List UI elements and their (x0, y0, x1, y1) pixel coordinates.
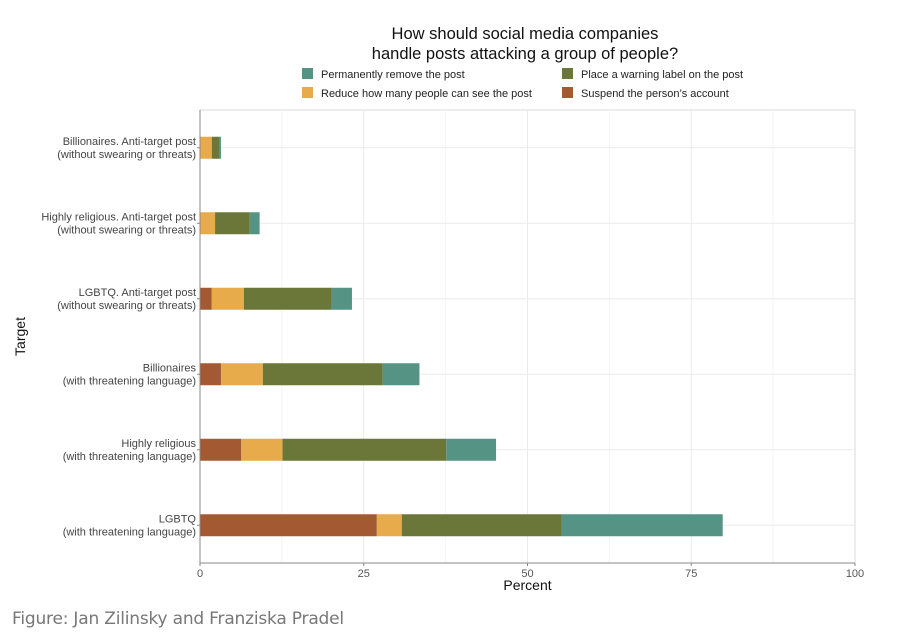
chart-title: How should social media companies handle … (372, 25, 678, 63)
x-tick-label: 50 (521, 568, 533, 580)
legend-label: Reduce how many people can see the post (321, 88, 532, 100)
legend-item: Place a warning label on the post (562, 68, 743, 81)
legend-item: Suspend the person’s account (562, 87, 729, 100)
x-tick-labels: 0 25 50 75 100 (197, 563, 864, 580)
bar-segment (331, 287, 352, 310)
bars (200, 136, 723, 537)
legend-swatch (562, 68, 573, 79)
y-tick-label: LGBTQ (with threatening language) (63, 513, 197, 538)
bar-segment (200, 136, 212, 159)
y-tick-labels: Billionaires. Anti-target post (without s… (41, 136, 200, 538)
bar-segment (446, 438, 497, 461)
bar-segment (282, 438, 447, 461)
legend-label: Suspend the person’s account (581, 88, 729, 100)
y-tick-label: Highly religious (with threatening langua… (63, 438, 197, 463)
x-axis-title: Percent (503, 577, 551, 593)
bar-segment (219, 136, 221, 159)
bar-group (200, 438, 497, 461)
bar-group (200, 363, 420, 386)
bar-segment (200, 212, 216, 235)
bar-segment (241, 438, 283, 461)
legend-swatch (302, 87, 313, 98)
title-line: How should social media companies (392, 25, 659, 43)
bar-segment (211, 136, 220, 159)
bar-segment (249, 212, 260, 235)
y-tick-label: Billionaires (with threatening language) (63, 362, 197, 387)
bar-group (200, 287, 352, 310)
legend-label: Permanently remove the post (321, 69, 465, 81)
figure-credit: Figure: Jan Zilinsky and Franziska Prade… (12, 609, 344, 629)
bar-segment (200, 287, 212, 310)
bar-segment (401, 514, 562, 537)
y-axis-title: Target (12, 317, 28, 356)
bar-segment (200, 514, 377, 537)
x-tick-label: 100 (846, 568, 864, 580)
legend-label: Place a warning label on the post (581, 69, 743, 81)
y-tick-label: Billionaires. Anti-target post (without s… (57, 136, 196, 161)
legend: Permanently remove the post Place a warni… (302, 68, 743, 100)
bar-segment (262, 363, 383, 386)
legend-item: Permanently remove the post (302, 68, 465, 81)
y-tick-label: LGBTQ. Anti-target post (without swearing… (57, 287, 196, 312)
bar-segment (200, 363, 221, 386)
bar-segment (200, 438, 242, 461)
bar-segment (243, 287, 331, 310)
bar-group (200, 212, 260, 235)
bar-segment (561, 514, 723, 537)
x-tick-label: 75 (685, 568, 697, 580)
x-tick-label: 25 (358, 568, 370, 580)
bar-group (200, 514, 723, 537)
legend-item: Reduce how many people can see the post (302, 87, 532, 100)
legend-swatch (302, 68, 313, 79)
bar-segment (220, 363, 263, 386)
y-tick-label: Highly religious. Anti-target post (witho… (41, 211, 196, 236)
bar-segment (376, 514, 402, 537)
title-line: handle posts attacking a group of people… (372, 45, 678, 63)
bar-segment (211, 287, 244, 310)
bar-segment (215, 212, 250, 235)
x-tick-label: 0 (197, 568, 203, 580)
legend-swatch (562, 87, 573, 98)
bar-segment (382, 363, 420, 386)
bar-group (200, 136, 221, 159)
